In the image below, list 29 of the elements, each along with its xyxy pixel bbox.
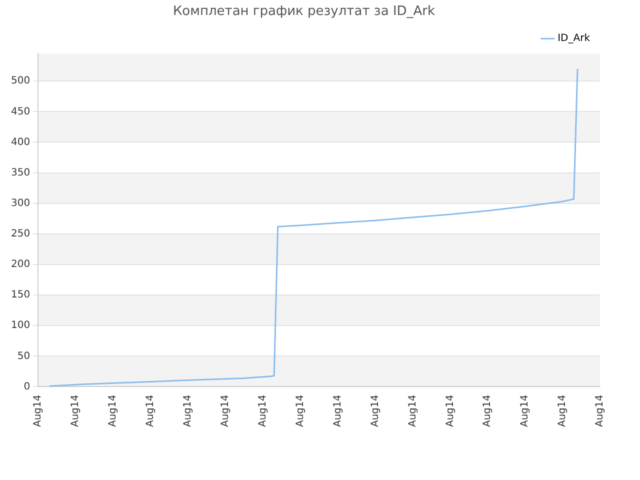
y-tick-label: 150 xyxy=(10,290,30,301)
x-tick-label: Aug14 xyxy=(407,394,418,428)
x-tick-label: Aug14 xyxy=(257,394,268,428)
x-tick-label: Aug14 xyxy=(70,394,82,428)
y-tick-label: 400 xyxy=(10,136,30,148)
x-tick-label: Aug14 xyxy=(520,394,531,428)
x-tick-label: Aug14 xyxy=(294,394,306,428)
chart-title: Комплетан график резултат за ID_Ark xyxy=(172,4,436,20)
x-tick-label: Aug14 xyxy=(220,394,231,428)
y-tick-label: 450 xyxy=(10,106,30,118)
x-tick-label: Aug14 xyxy=(557,394,568,428)
y-tick-label: 500 xyxy=(10,76,30,87)
x-tick-label: Aug14 xyxy=(482,394,494,428)
x-tick-label: Aug14 xyxy=(444,394,456,428)
x-tick-label: Aug14 xyxy=(594,394,606,428)
y-tick-label: 50 xyxy=(17,350,30,362)
legend-label: ID_Ark xyxy=(558,33,590,44)
x-tick-label: Aug14 xyxy=(108,394,119,428)
x-tick-label: Aug14 xyxy=(145,394,156,428)
y-tick-label: 200 xyxy=(10,259,30,270)
y-tick-label: 250 xyxy=(10,228,30,240)
y-tick-label: 300 xyxy=(10,198,30,209)
x-tick-label: Aug14 xyxy=(32,394,44,428)
x-tick-label: Aug14 xyxy=(370,394,381,428)
y-tick-label: 350 xyxy=(10,167,30,178)
x-tick-label: Aug14 xyxy=(182,394,194,428)
y-tick-label: 100 xyxy=(10,320,30,332)
y-tick-label: 0 xyxy=(24,381,30,392)
x-tick-label: Aug14 xyxy=(332,394,344,428)
